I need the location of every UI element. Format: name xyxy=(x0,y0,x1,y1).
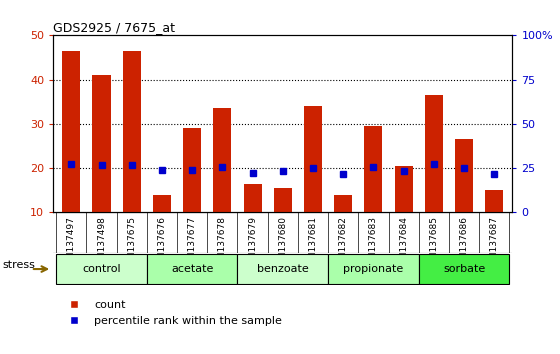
Bar xyxy=(425,95,443,212)
Text: GSM137680: GSM137680 xyxy=(278,216,287,271)
Text: GSM137677: GSM137677 xyxy=(188,216,197,271)
Text: GDS2925 / 7675_at: GDS2925 / 7675_at xyxy=(53,21,175,34)
Bar xyxy=(328,254,419,284)
Text: GSM137683: GSM137683 xyxy=(369,216,378,271)
Text: stress: stress xyxy=(3,260,35,270)
Text: sorbate: sorbate xyxy=(443,264,485,274)
Bar xyxy=(62,51,81,212)
Text: GSM137678: GSM137678 xyxy=(218,216,227,271)
Bar xyxy=(123,51,141,212)
Bar xyxy=(244,184,262,212)
Bar xyxy=(419,254,510,284)
Legend: count, percentile rank within the sample: count, percentile rank within the sample xyxy=(59,296,287,330)
Text: GSM137679: GSM137679 xyxy=(248,216,257,271)
Bar xyxy=(485,190,503,212)
Text: control: control xyxy=(82,264,121,274)
Bar xyxy=(183,128,201,212)
Bar xyxy=(237,254,328,284)
Text: GSM137684: GSM137684 xyxy=(399,216,408,270)
Bar xyxy=(92,75,110,212)
Text: propionate: propionate xyxy=(343,264,404,274)
Bar xyxy=(365,126,382,212)
Bar xyxy=(395,166,413,212)
Text: GSM137497: GSM137497 xyxy=(67,216,76,270)
Bar xyxy=(56,254,147,284)
Text: GSM137682: GSM137682 xyxy=(339,216,348,270)
Text: GSM137686: GSM137686 xyxy=(460,216,469,271)
Text: GSM137675: GSM137675 xyxy=(127,216,136,271)
Text: GSM137498: GSM137498 xyxy=(97,216,106,270)
Bar xyxy=(334,195,352,212)
Text: GSM137681: GSM137681 xyxy=(309,216,318,271)
Text: GSM137685: GSM137685 xyxy=(430,216,438,271)
Bar xyxy=(304,106,322,212)
Text: GSM137676: GSM137676 xyxy=(157,216,166,271)
Text: GSM137687: GSM137687 xyxy=(490,216,499,271)
Bar xyxy=(274,188,292,212)
Text: acetate: acetate xyxy=(171,264,213,274)
Bar xyxy=(455,139,473,212)
Bar xyxy=(153,195,171,212)
Bar xyxy=(213,108,231,212)
Text: benzoate: benzoate xyxy=(257,264,309,274)
Bar xyxy=(147,254,237,284)
